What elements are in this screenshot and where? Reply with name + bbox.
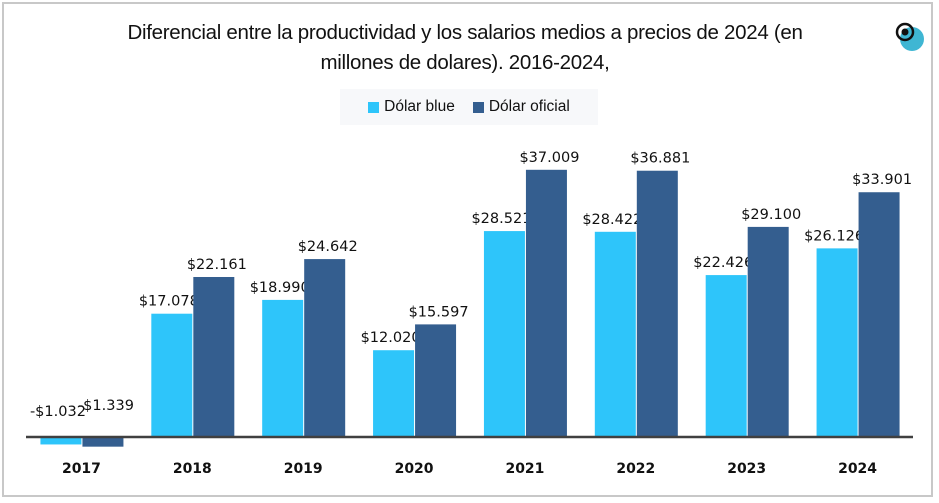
bar-dolar-oficial-2021 <box>525 169 567 437</box>
chart-title-line-2: millones de dolares). 2016-2024, <box>320 51 610 74</box>
chart-title: Diferencial entre la productividad y los… <box>60 18 870 78</box>
data-label-dolar-oficial-2018: $22.161 <box>187 257 247 273</box>
bar-dolar-oficial-2022 <box>636 170 678 437</box>
x-tick-label-2021: 2021 <box>505 461 544 477</box>
x-tick-label-2017: 2017 <box>62 461 101 477</box>
bar-dolar-blue-2022 <box>594 231 636 437</box>
data-label-dolar-oficial-2017: -$1.339 <box>78 398 134 414</box>
x-tick-label-2018: 2018 <box>173 461 212 477</box>
bar-dolar-blue-2020 <box>373 350 415 437</box>
bar-dolar-oficial-2017 <box>82 437 124 447</box>
legend-swatch-dolar-blue <box>368 101 380 113</box>
data-label-dolar-blue-2017: -$1.032 <box>30 404 86 420</box>
chart-legend: Dólar blue Dólar oficial <box>340 89 598 125</box>
data-label-dolar-oficial-2024: $33.901 <box>852 172 912 188</box>
bar-dolar-oficial-2024 <box>858 192 900 437</box>
x-tick-label-2024: 2024 <box>838 461 877 477</box>
x-tick-label-2023: 2023 <box>727 461 766 477</box>
legend-item-dolar-blue: Dólar blue <box>368 98 455 116</box>
bar-dolar-blue-2018 <box>151 313 193 437</box>
data-label-dolar-blue-2022: $28.422 <box>582 212 642 228</box>
data-label-dolar-blue-2024: $26.126 <box>804 228 864 244</box>
data-label-dolar-oficial-2020: $15.597 <box>409 304 469 320</box>
chart-title-line-1: Diferencial entre la productividad y los… <box>127 21 803 44</box>
data-label-dolar-blue-2019: $18.990 <box>250 280 310 296</box>
data-label-dolar-blue-2020: $12.020 <box>361 330 421 346</box>
data-label-dolar-oficial-2021: $37.009 <box>519 150 579 166</box>
legend-label-dolar-oficial: Dólar oficial <box>488 98 570 115</box>
x-tick-label-2019: 2019 <box>284 461 323 477</box>
legend-swatch-dolar-oficial <box>472 101 484 113</box>
data-label-dolar-blue-2018: $17.078 <box>139 294 199 310</box>
brand-logo-icon <box>893 20 927 54</box>
bar-dolar-oficial-2019 <box>304 259 346 437</box>
bar-dolar-oficial-2023 <box>747 226 789 437</box>
x-tick-label-2020: 2020 <box>395 461 434 477</box>
bar-dolar-blue-2017 <box>40 437 82 445</box>
bar-dolar-blue-2024 <box>816 248 858 437</box>
data-label-dolar-blue-2023: $22.426 <box>693 255 753 271</box>
data-label-dolar-oficial-2023: $29.100 <box>741 207 801 223</box>
bar-dolar-blue-2019 <box>262 299 304 437</box>
bar-dolar-blue-2021 <box>483 231 525 437</box>
legend-item-dolar-oficial: Dólar oficial <box>472 98 570 116</box>
legend-label-dolar-blue: Dólar blue <box>384 98 455 115</box>
x-tick-label-2022: 2022 <box>616 461 655 477</box>
data-label-dolar-blue-2021: $28.521 <box>471 211 531 227</box>
data-label-dolar-oficial-2022: $36.881 <box>630 151 690 167</box>
data-label-dolar-oficial-2019: $24.642 <box>298 239 358 255</box>
bar-dolar-oficial-2020 <box>415 324 457 437</box>
bar-dolar-blue-2023 <box>705 275 747 437</box>
bar-dolar-oficial-2018 <box>193 276 235 437</box>
